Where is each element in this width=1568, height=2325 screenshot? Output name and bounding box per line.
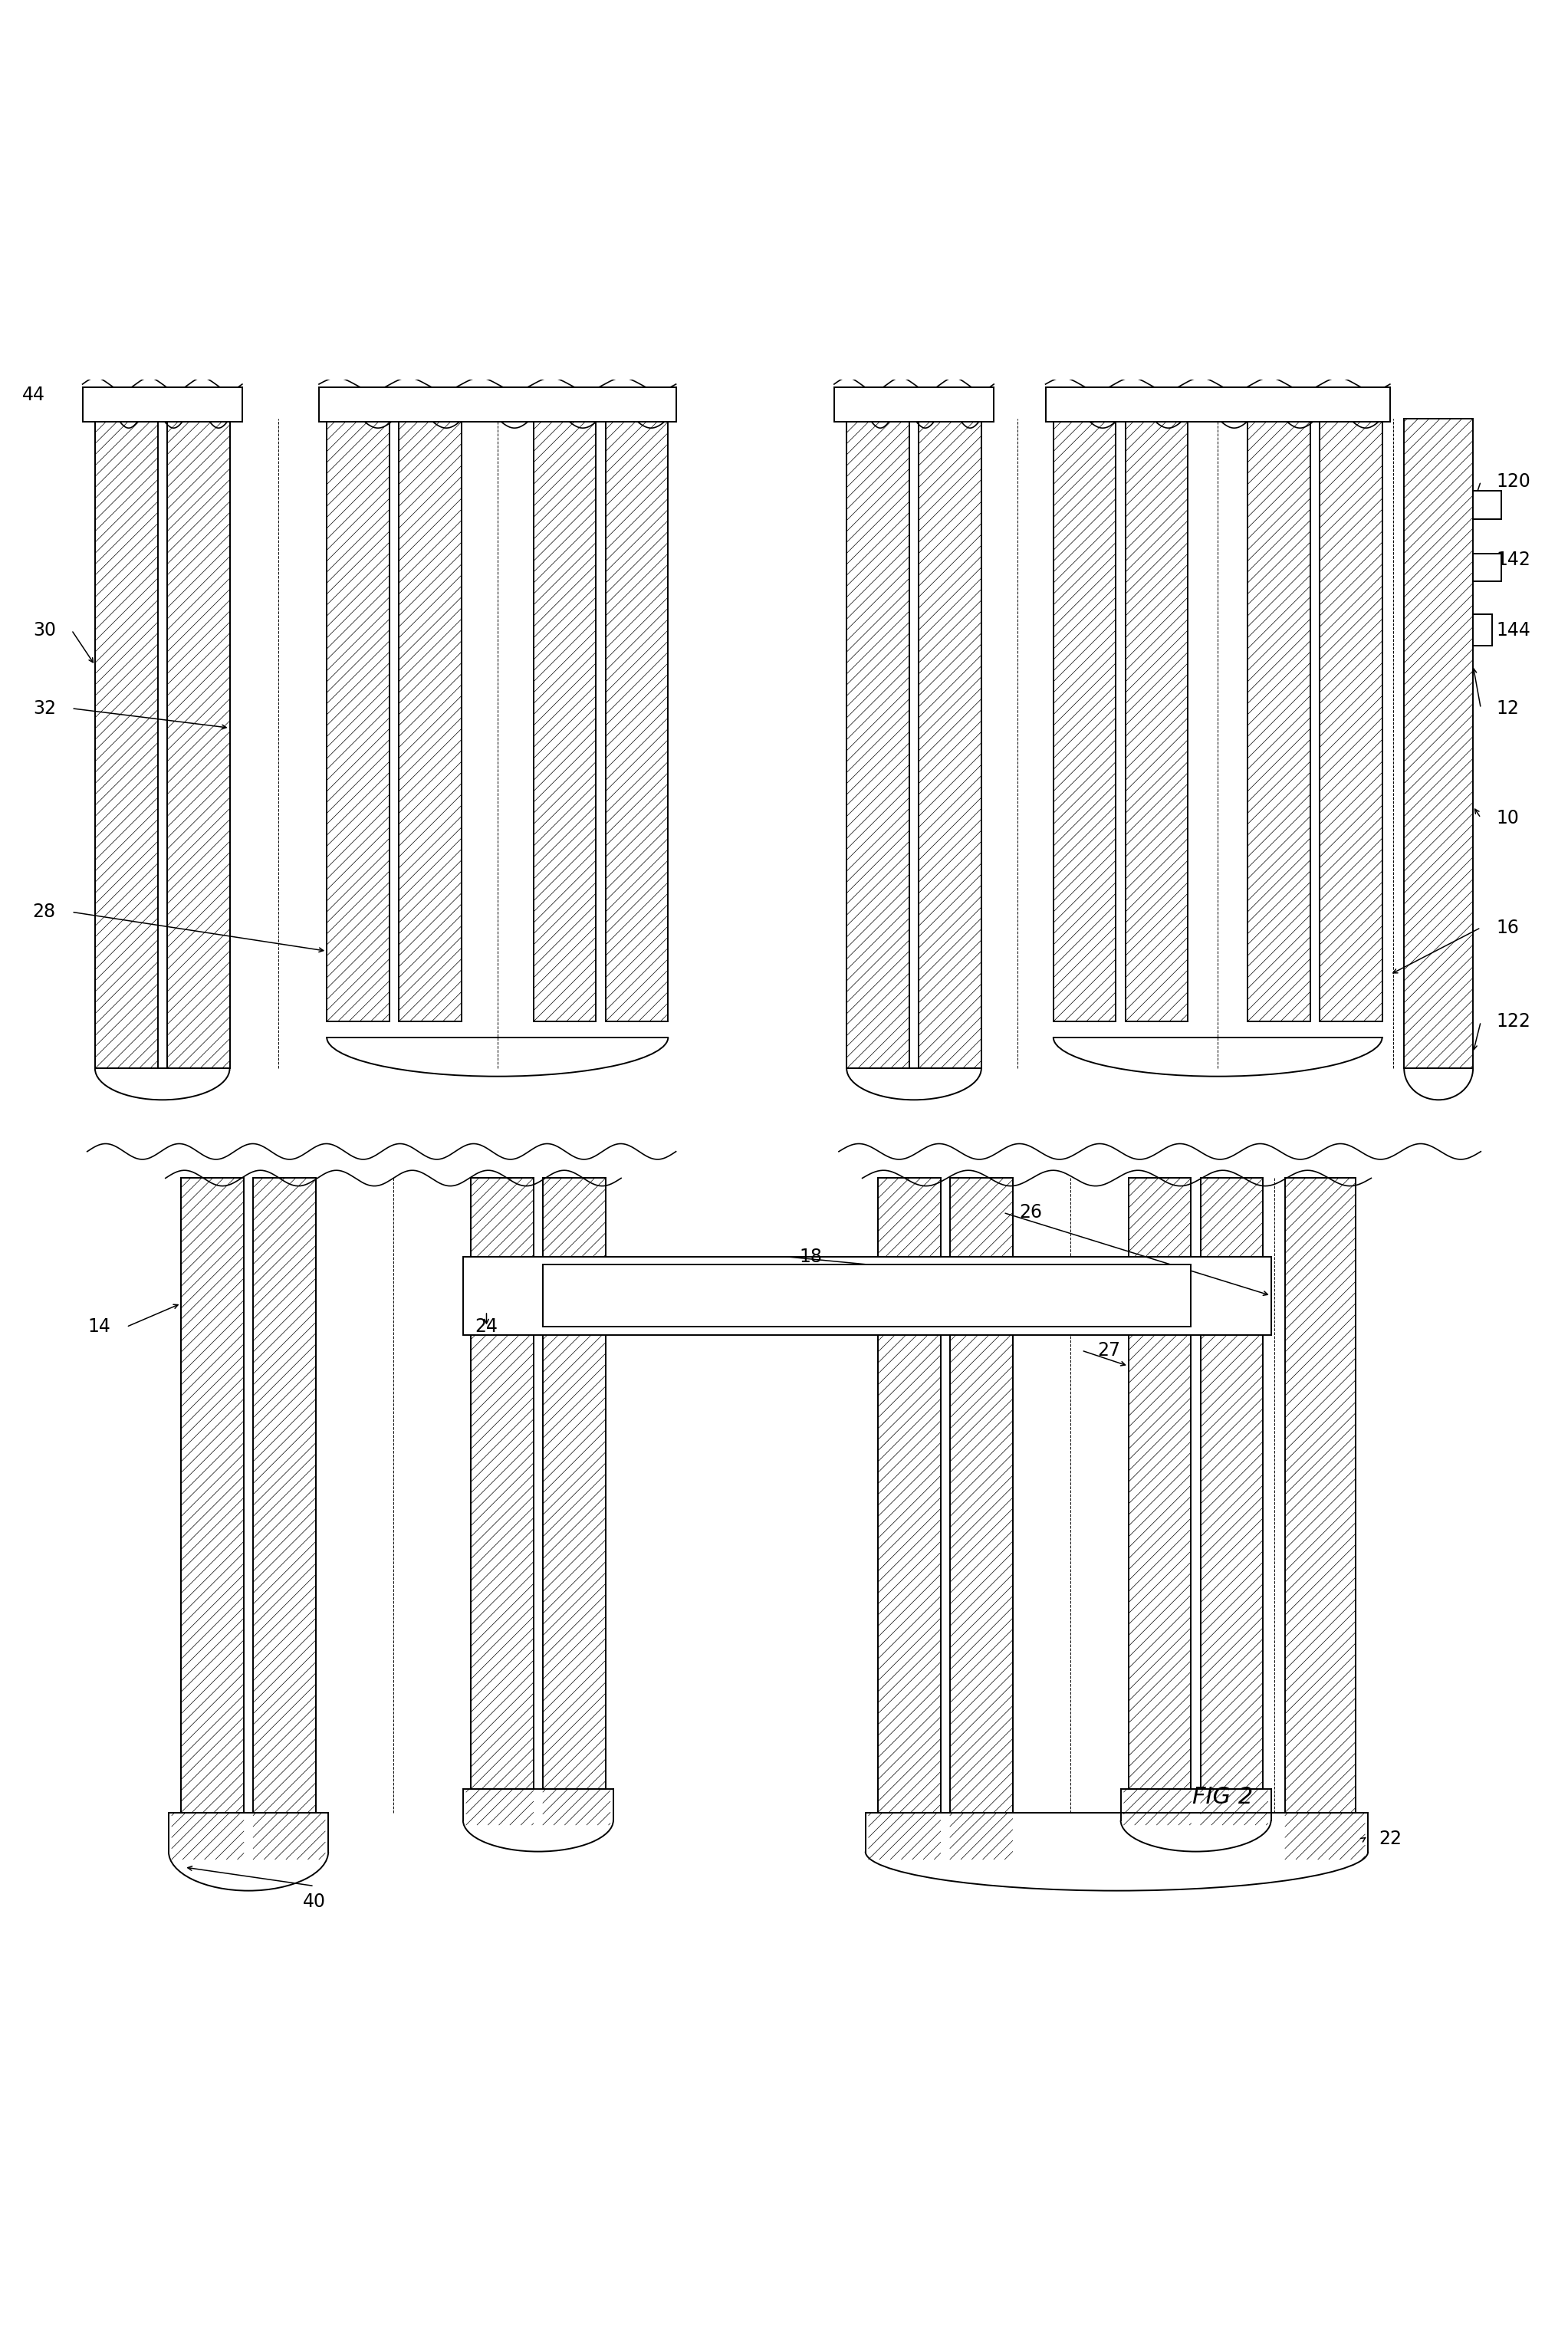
- Bar: [326, 418, 389, 1021]
- Bar: [1201, 1179, 1264, 1788]
- Text: 44: 44: [22, 386, 45, 405]
- Bar: [470, 1179, 533, 1788]
- Bar: [1403, 418, 1472, 1070]
- Bar: [543, 1265, 1192, 1328]
- Text: 26: 26: [1019, 1204, 1041, 1223]
- Bar: [83, 388, 241, 421]
- Bar: [96, 418, 158, 1070]
- Bar: [1472, 614, 1491, 646]
- Bar: [398, 418, 461, 1021]
- Bar: [950, 1179, 1013, 1814]
- Bar: [463, 1256, 1272, 1335]
- Bar: [252, 1179, 315, 1814]
- Bar: [543, 1179, 605, 1788]
- Text: 12: 12: [1496, 700, 1519, 718]
- Text: 122: 122: [1496, 1011, 1530, 1030]
- Bar: [605, 418, 668, 1021]
- Bar: [168, 418, 229, 1070]
- Text: 22: 22: [1378, 1830, 1402, 1848]
- Text: 144: 144: [1496, 621, 1530, 639]
- Bar: [1472, 491, 1501, 518]
- Bar: [1472, 553, 1501, 581]
- Bar: [1046, 388, 1389, 421]
- Text: 142: 142: [1496, 551, 1530, 570]
- Bar: [1286, 1179, 1356, 1814]
- Text: 28: 28: [33, 902, 56, 921]
- Text: 32: 32: [33, 700, 56, 718]
- Text: 30: 30: [33, 621, 56, 639]
- Bar: [182, 1179, 243, 1814]
- Bar: [533, 418, 596, 1021]
- Bar: [878, 1179, 941, 1814]
- Text: 10: 10: [1496, 809, 1519, 828]
- Text: FIG 2: FIG 2: [1192, 1786, 1253, 1809]
- Text: 20: 20: [1054, 386, 1077, 405]
- Bar: [1248, 418, 1311, 1021]
- Text: 24: 24: [475, 1318, 499, 1337]
- Bar: [1054, 418, 1116, 1021]
- Bar: [1126, 418, 1189, 1021]
- Text: 18: 18: [800, 1246, 823, 1265]
- Text: 40: 40: [303, 1893, 326, 1911]
- Bar: [1129, 1179, 1192, 1788]
- Text: 14: 14: [88, 1318, 111, 1337]
- Bar: [318, 388, 676, 421]
- Bar: [847, 418, 909, 1070]
- Text: 120: 120: [1496, 472, 1530, 491]
- Bar: [834, 388, 994, 421]
- Bar: [1320, 418, 1381, 1021]
- Text: 27: 27: [1098, 1342, 1120, 1360]
- Bar: [919, 418, 982, 1070]
- Text: 16: 16: [1496, 918, 1519, 937]
- Text: 42: 42: [475, 386, 499, 405]
